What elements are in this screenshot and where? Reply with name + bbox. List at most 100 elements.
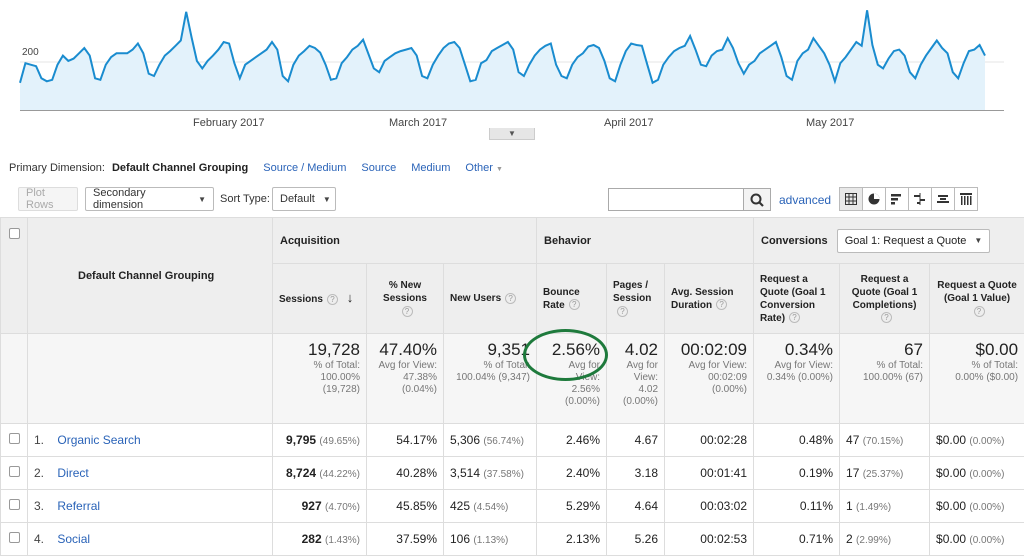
completions-cell: 2 (2.99%) [839, 522, 931, 556]
channel-name-cell: 2. Direct [27, 456, 273, 490]
bounce-rate-cell: 2.46% [536, 423, 608, 457]
advanced-filter-link[interactable]: advanced [779, 193, 832, 207]
new-users-cell: 106 (1.13%) [442, 522, 538, 556]
channel-link[interactable]: Social [57, 532, 91, 546]
chevron-down-icon: ▼ [974, 236, 983, 245]
channel-link[interactable]: Direct [57, 466, 89, 480]
sessions-cell: 927 (4.70%) [272, 489, 367, 523]
row-checkbox[interactable] [8, 532, 20, 543]
pages-session-cell: 5.26 [606, 522, 666, 556]
help-icon: ? [568, 299, 580, 311]
goal-value-cell: $0.00 (0.00%) [929, 522, 1024, 556]
totals-row: 19,728% of Total: 100.00% (19,728) 47.40% A… [0, 333, 1024, 424]
completions-cell: 1 (1.49%) [839, 489, 931, 523]
goal-value-cell: $0.00 (0.00%) [929, 456, 1024, 490]
sessions-chart: 200 February 2017 March 2017 April 2017 … [0, 0, 1024, 140]
pages-session-cell: 4.64 [606, 489, 666, 523]
acquisition-group-header: Acquisition [271, 217, 538, 264]
avg-session-duration-column-header[interactable]: Avg. Session Duration? [664, 263, 755, 334]
secondary-dimension-dropdown[interactable]: Secondary dimension ▼ [85, 187, 214, 211]
table-row: 4. Social 282 (1.43%) 37.59% 106 (1.13%) 2.1… [0, 522, 1024, 556]
new-users-cell: 5,306 (56.74%) [442, 423, 538, 457]
avg-duration-cell: 00:03:02 [664, 489, 755, 523]
avg-duration-cell: 00:02:28 [664, 423, 755, 457]
primary-dimension-bar: Primary Dimension: Default Channel Group… [9, 162, 518, 174]
pages-session-cell: 3.18 [606, 456, 666, 490]
dimension-other[interactable]: Other ▼ [465, 162, 503, 174]
sort-type-dropdown[interactable]: Default ▼ [272, 187, 336, 211]
conversions-group-header: Conversions Goal 1: Request a Quote ▼ [753, 217, 1024, 264]
completions-column-header[interactable]: Request a Quote (Goal 1 Completions)? [839, 263, 931, 334]
dimension-source[interactable]: Source [361, 162, 397, 174]
chart-collapse-toggle[interactable]: ▼ [489, 128, 535, 140]
table-row: 1. Organic Search 9,795 (49.65%) 54.17% 5,3… [0, 423, 1024, 457]
help-icon: ? [326, 293, 338, 305]
avg-duration-cell: 00:01:41 [664, 456, 755, 490]
search-button[interactable] [744, 188, 771, 211]
channel-name-cell: 1. Organic Search [27, 423, 273, 457]
channel-link[interactable]: Referral [57, 499, 101, 513]
term-cloud-view-icon[interactable] [931, 187, 955, 211]
new-sessions-cell: 37.59% [366, 522, 444, 556]
conversion-rate-cell: 0.71% [753, 522, 841, 556]
pivot-view-icon[interactable] [954, 187, 978, 211]
pages-session-cell: 4.67 [606, 423, 666, 457]
total-goal-value: $0.00% of Total: 0.00% ($0.00) [929, 333, 1024, 424]
dimension-source-medium[interactable]: Source / Medium [263, 162, 347, 174]
chart-y-tick-label: 200 [22, 47, 39, 58]
row-checkbox-cell [0, 423, 28, 457]
channel-name-cell: 3. Referral [27, 489, 273, 523]
row-checkbox[interactable] [8, 433, 20, 444]
sessions-column-header[interactable]: Sessions? ↓ [272, 263, 367, 334]
total-sessions: 19,728% of Total: 100.00% (19,728) [272, 333, 367, 424]
channel-link[interactable]: Organic Search [57, 433, 141, 447]
chevron-down-icon: ▼ [198, 194, 206, 204]
help-icon: ? [505, 292, 517, 304]
goal-select-dropdown[interactable]: Goal 1: Request a Quote ▼ [836, 228, 991, 253]
table-search-input[interactable] [608, 188, 744, 211]
help-icon: ? [716, 299, 728, 311]
new-sessions-cell: 40.28% [366, 456, 444, 490]
comparison-view-icon[interactable] [908, 187, 932, 211]
row-checkbox-cell [0, 522, 28, 556]
dimension-header: Default Channel Grouping [27, 217, 273, 334]
conversion-rate-column-header[interactable]: Request a Quote (Goal 1 Conversion Rate)… [753, 263, 841, 334]
table-view-switcher [839, 187, 978, 211]
new-sessions-column-header[interactable]: % New Sessions? [366, 263, 444, 334]
dimension-medium[interactable]: Medium [411, 162, 451, 174]
behavior-group-header: Behavior [536, 217, 755, 264]
primary-dimension-label: Primary Dimension: [9, 162, 105, 174]
bounce-rate-cell: 2.13% [536, 522, 608, 556]
conversion-rate-cell: 0.11% [753, 489, 841, 523]
month-label-may: May 2017 [806, 117, 855, 129]
sort-type-label: Sort Type: [220, 193, 270, 205]
new-sessions-cell: 54.17% [366, 423, 444, 457]
performance-view-icon[interactable] [885, 187, 909, 211]
select-all-checkbox-cell [0, 217, 28, 334]
data-table-view-icon[interactable] [839, 187, 863, 211]
dimension-default-channel-grouping: Default Channel Grouping [111, 162, 249, 174]
total-pages-session: 4.02 Avg for View: 4.02 (0.00%) [606, 333, 666, 424]
total-completions: 67% of Total: 100.00% (67) [839, 333, 931, 424]
report-table: Default Channel Grouping Acquisition Beh… [0, 217, 1024, 558]
row-checkbox[interactable] [8, 499, 20, 510]
plot-rows-button[interactable]: Plot Rows [18, 187, 78, 211]
bounce-rate-column-header[interactable]: Bounce Rate? [536, 263, 608, 334]
pie-view-icon[interactable] [862, 187, 886, 211]
completions-cell: 47 (70.15%) [839, 423, 931, 457]
row-checkbox[interactable] [8, 466, 20, 477]
goal-value-column-header[interactable]: Request a Quote (Goal 1 Value)? [929, 263, 1024, 334]
total-bounce-rate: 2.56% Avg for View: 2.56% (0.00%) [536, 333, 608, 424]
month-label-mar: March 2017 [389, 117, 448, 129]
sessions-cell: 282 (1.43%) [272, 522, 367, 556]
sessions-area [20, 10, 985, 110]
new-users-column-header[interactable]: New Users? [442, 263, 538, 334]
conversion-rate-cell: 0.19% [753, 456, 841, 490]
avg-duration-cell: 00:02:53 [664, 522, 755, 556]
select-all-checkbox[interactable] [8, 228, 20, 239]
pages-session-column-header[interactable]: Pages / Session? [606, 263, 666, 334]
sessions-cell: 8,724 (44.22%) [272, 456, 367, 490]
bounce-rate-cell: 2.40% [536, 456, 608, 490]
help-icon: ? [617, 305, 629, 317]
row-checkbox-cell [0, 489, 28, 523]
